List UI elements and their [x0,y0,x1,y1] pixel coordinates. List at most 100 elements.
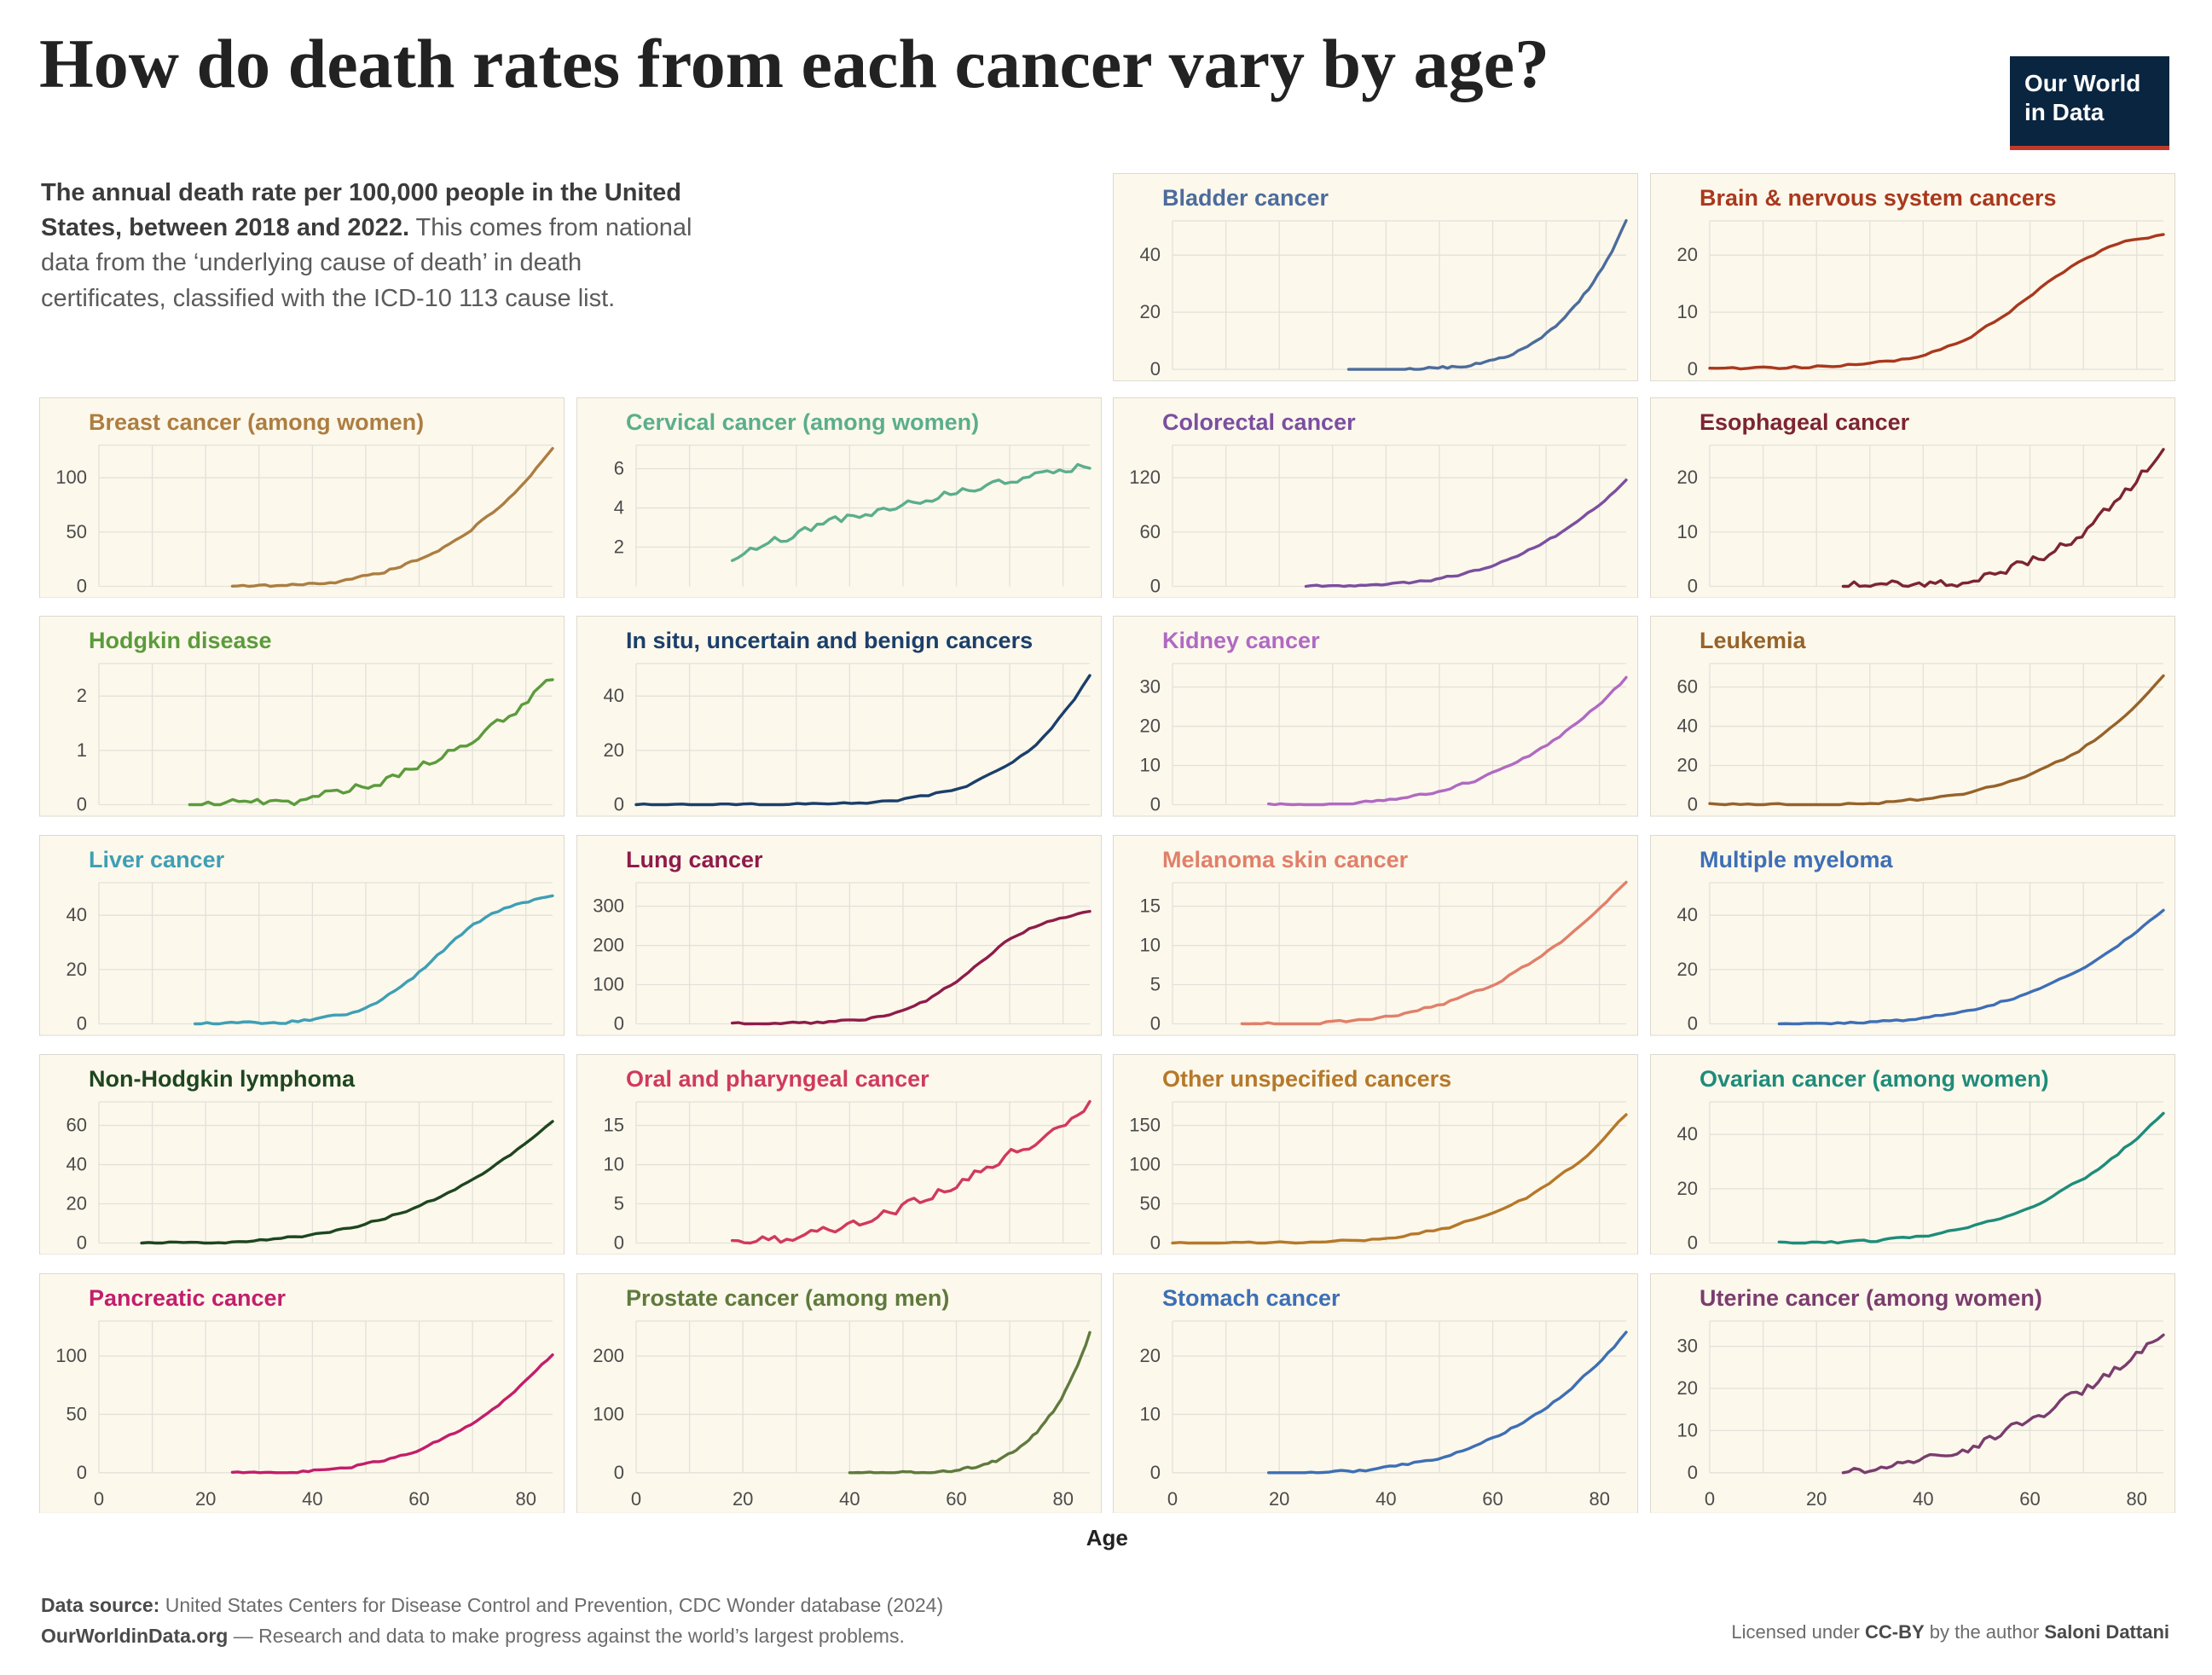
svg-text:40: 40 [67,1153,87,1174]
svg-text:80: 80 [1052,1487,1073,1509]
svg-text:40: 40 [1676,716,1697,737]
svg-text:20: 20 [1140,716,1161,737]
svg-text:80: 80 [515,1487,536,1509]
svg-text:Breast cancer (among women): Breast cancer (among women) [89,409,424,435]
svg-text:20: 20 [603,739,623,761]
svg-text:In situ, uncertain and benign: In situ, uncertain and benign cancers [626,628,1033,653]
svg-text:30: 30 [1140,676,1161,698]
svg-text:Kidney cancer: Kidney cancer [1162,628,1320,653]
svg-text:0: 0 [630,1487,640,1509]
svg-text:40: 40 [67,904,87,925]
svg-text:Leukemia: Leukemia [1700,628,1807,653]
svg-text:0: 0 [1687,1013,1697,1035]
svg-text:60: 60 [1676,676,1697,698]
svg-text:0: 0 [77,794,87,815]
svg-text:100: 100 [1129,1153,1161,1174]
svg-text:100: 100 [593,974,624,995]
svg-text:300: 300 [593,895,624,917]
svg-text:0: 0 [77,575,87,596]
svg-text:20: 20 [195,1487,216,1509]
svg-text:30: 30 [1676,1335,1697,1356]
svg-text:Multiple myeloma: Multiple myeloma [1700,847,1894,872]
svg-text:Other unspecified cancers: Other unspecified cancers [1162,1066,1451,1092]
svg-text:Melanoma skin cancer: Melanoma skin cancer [1162,847,1409,872]
svg-text:Ovarian cancer (among women): Ovarian cancer (among women) [1700,1066,2049,1092]
svg-text:0: 0 [613,1461,623,1482]
svg-text:Non-Hodgkin lymphoma: Non-Hodgkin lymphoma [89,1066,356,1092]
svg-text:0: 0 [77,1013,87,1035]
svg-text:100: 100 [55,467,87,488]
svg-text:50: 50 [1140,1192,1161,1214]
svg-text:10: 10 [1676,1419,1697,1440]
svg-text:0: 0 [1687,1461,1697,1482]
svg-text:60: 60 [2019,1487,2040,1509]
svg-text:0: 0 [1150,358,1161,380]
svg-text:2: 2 [613,536,623,557]
svg-text:10: 10 [1140,755,1161,776]
svg-text:Pancreatic cancer: Pancreatic cancer [89,1284,287,1310]
svg-text:4: 4 [613,496,623,518]
svg-text:0: 0 [1150,1461,1161,1482]
svg-text:20: 20 [1676,1178,1697,1199]
svg-text:10: 10 [1676,302,1697,323]
svg-text:60: 60 [1140,521,1161,542]
svg-text:1: 1 [77,739,87,761]
svg-text:20: 20 [1805,1487,1826,1509]
svg-text:20: 20 [1676,467,1697,488]
svg-text:Bladder cancer: Bladder cancer [1162,185,1329,211]
svg-text:Hodgkin disease: Hodgkin disease [89,628,272,653]
svg-text:0: 0 [1687,794,1697,815]
svg-text:40: 40 [302,1487,322,1509]
svg-text:120: 120 [1129,467,1161,488]
svg-text:60: 60 [946,1487,966,1509]
svg-text:40: 40 [1676,904,1697,925]
svg-text:50: 50 [67,521,87,542]
svg-text:200: 200 [593,935,624,956]
svg-text:0: 0 [77,1232,87,1253]
svg-text:40: 40 [1676,1123,1697,1145]
svg-text:10: 10 [603,1153,623,1174]
svg-text:0: 0 [1687,1232,1697,1253]
svg-text:5: 5 [613,1192,623,1214]
svg-text:20: 20 [1140,1345,1161,1366]
svg-text:Colorectal cancer: Colorectal cancer [1162,409,1356,435]
svg-text:0: 0 [1687,575,1697,596]
svg-text:Oral and pharyngeal cancer: Oral and pharyngeal cancer [626,1066,929,1092]
svg-text:40: 40 [1913,1487,1933,1509]
svg-text:15: 15 [603,1114,623,1135]
svg-text:0: 0 [1150,1232,1161,1253]
svg-text:Prostate cancer (among men): Prostate cancer (among men) [626,1284,949,1310]
svg-text:Esophageal cancer: Esophageal cancer [1700,409,1910,435]
svg-text:Liver cancer: Liver cancer [89,847,225,872]
svg-text:6: 6 [613,457,623,478]
svg-text:10: 10 [1676,521,1697,542]
svg-text:0: 0 [1687,358,1697,380]
svg-text:0: 0 [613,1013,623,1035]
svg-text:20: 20 [1676,1377,1697,1399]
svg-text:100: 100 [593,1403,624,1424]
svg-text:0: 0 [613,1232,623,1253]
svg-text:40: 40 [839,1487,860,1509]
svg-text:0: 0 [1704,1487,1714,1509]
svg-text:15: 15 [1140,895,1161,917]
svg-text:20: 20 [1269,1487,1289,1509]
svg-text:20: 20 [67,959,87,980]
svg-text:20: 20 [732,1487,752,1509]
svg-text:0: 0 [1167,1487,1178,1509]
svg-text:60: 60 [408,1487,429,1509]
svg-text:10: 10 [1140,1403,1161,1424]
svg-text:Cervical cancer (among women): Cervical cancer (among women) [626,409,979,435]
svg-text:60: 60 [1482,1487,1503,1509]
svg-text:100: 100 [55,1345,87,1366]
svg-text:10: 10 [1140,935,1161,956]
svg-text:0: 0 [613,794,623,815]
svg-text:0: 0 [1150,575,1161,596]
svg-text:20: 20 [1676,959,1697,980]
svg-text:0: 0 [94,1487,104,1509]
svg-text:40: 40 [603,686,623,707]
svg-text:0: 0 [1150,794,1161,815]
svg-text:20: 20 [1676,245,1697,266]
svg-text:50: 50 [67,1403,87,1424]
svg-text:60: 60 [67,1114,87,1135]
svg-text:5: 5 [1150,974,1161,995]
